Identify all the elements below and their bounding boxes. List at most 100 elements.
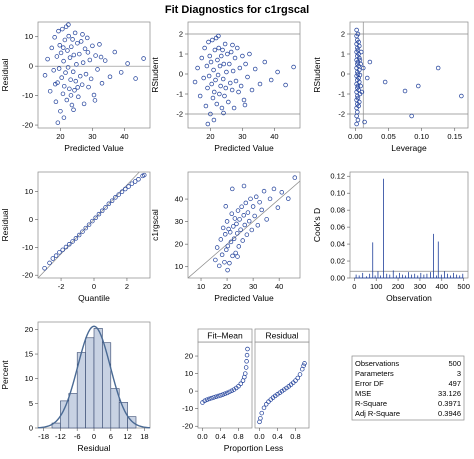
resid-vs-pred-point	[80, 32, 85, 37]
resid-vs-pred-point	[71, 52, 77, 58]
rstudent-vs-pred-point	[210, 37, 215, 43]
fit-mean-residual-ytick-label: 10	[185, 369, 193, 378]
rstudent-vs-pred-point	[215, 57, 220, 63]
resid-histogram-ylabel: Percent	[0, 360, 10, 390]
fit-mean-residual-point	[244, 359, 249, 364]
rstudent-vs-leverage-ytick-label: 0	[341, 70, 345, 79]
rstudent-vs-leverage-xtick-label: 0.05	[381, 132, 396, 141]
rstudent-vs-leverage-point	[367, 59, 373, 65]
observed-vs-pred-point	[245, 210, 251, 215]
rstudent-vs-pred-point	[205, 121, 211, 127]
observed-vs-pred-point	[234, 221, 239, 227]
rstudent-vs-leverage-xlabel: Leverage	[391, 143, 427, 153]
fit-mean-residual-panel-label: Fit–Mean	[207, 331, 243, 341]
rstudent-vs-pred-point	[212, 47, 218, 53]
rstudent-vs-pred-point	[211, 89, 217, 95]
qq-residual-point	[86, 222, 92, 227]
fit-statistics-table: Observations 500 Parameters 3 Error DF 497 MSE…	[351, 355, 465, 421]
qq-residual-point	[116, 192, 121, 197]
resid-vs-pred-point	[67, 86, 72, 92]
resid-vs-pred-point	[112, 49, 118, 55]
rstudent-vs-pred-point	[257, 81, 263, 87]
observed-vs-pred-ytick-label: 10	[175, 262, 183, 271]
observed-vs-pred-xtick-label: 10	[197, 282, 205, 291]
qq-residual-point	[42, 265, 47, 271]
resid-vs-pred-point	[141, 56, 146, 61]
observed-vs-pred-point	[246, 218, 252, 224]
cooks-d-ytick-label: 0.02	[330, 257, 345, 266]
resid-vs-pred-point	[69, 102, 75, 108]
rstudent-vs-pred-xtick-label: 40	[270, 132, 278, 141]
resid-vs-pred-point	[81, 101, 87, 107]
resid-histogram-bar	[102, 342, 112, 429]
resid-vs-pred-point	[70, 37, 75, 42]
rstudent-vs-leverage-xtick-label: 0.10	[414, 132, 429, 141]
rstudent-vs-pred-point	[228, 49, 234, 55]
qq-residual-point	[129, 181, 135, 186]
resid-vs-pred-point	[63, 24, 69, 29]
rstudent-vs-pred-point	[211, 117, 217, 123]
fit-mean-residual-point	[204, 397, 210, 402]
qq-residual-point	[83, 225, 89, 231]
resid-vs-pred-xtick-label: 20	[56, 132, 64, 141]
observed-vs-pred-point	[249, 227, 255, 233]
rstudent-vs-pred-xtick-label: 20	[206, 132, 214, 141]
observed-vs-pred-point	[261, 188, 267, 194]
resid-vs-pred-point	[52, 35, 57, 40]
resid-vs-pred-ytick-label: -20	[22, 121, 33, 130]
observed-vs-pred-point	[222, 231, 228, 237]
fit-mean-residual-point	[243, 371, 248, 376]
observed-vs-pred-point	[244, 232, 250, 237]
fit-table-value: 0.3946	[438, 409, 461, 418]
resid-vs-pred-point	[61, 45, 66, 50]
resid-vs-pred-point	[63, 70, 68, 75]
qq-residual-ytick-label: 10	[25, 187, 33, 196]
observed-vs-pred-point	[252, 213, 257, 219]
observed-vs-pred-point	[236, 244, 242, 249]
resid-vs-pred-point	[75, 40, 80, 46]
resid-vs-pred-point	[61, 83, 67, 89]
rstudent-vs-pred-point	[195, 65, 200, 71]
rstudent-vs-pred-point	[205, 85, 210, 91]
fit-mean-residual-panel-header	[197, 328, 253, 343]
resid-vs-pred-point	[65, 65, 71, 70]
rstudent-vs-pred-point	[211, 67, 216, 73]
observed-vs-pred-point	[224, 219, 230, 224]
resid-vs-pred-point	[66, 22, 71, 27]
resid-vs-pred-point	[95, 67, 100, 72]
rstudent-vs-pred-point	[247, 51, 252, 57]
observed-vs-pred-ytick-label: 20	[175, 240, 183, 249]
cooks-d-xlabel: Observation	[386, 293, 432, 303]
resid-vs-pred-point	[69, 44, 74, 49]
observed-vs-pred-point	[241, 213, 246, 218]
resid-histogram-bar	[68, 393, 78, 429]
observed-vs-pred-xtick-label: 40	[275, 282, 283, 291]
observed-vs-pred-point	[225, 267, 230, 273]
observed-vs-pred-point	[225, 243, 231, 249]
qq-residual-point	[109, 198, 115, 203]
rstudent-vs-pred-point	[221, 110, 226, 116]
qq-residual-xtick-label: -2	[58, 282, 65, 291]
fit-table-label: Parameters	[355, 369, 394, 378]
rstudent-vs-leverage-point	[358, 83, 363, 89]
rstudent-vs-pred-point	[197, 93, 203, 99]
observed-vs-pred-point	[235, 208, 241, 213]
qq-residual-xtick-label: 2	[125, 282, 129, 291]
rstudent-vs-pred-point	[230, 42, 235, 48]
fit-mean-residual-point	[258, 416, 263, 421]
resid-vs-pred-point	[73, 78, 79, 84]
resid-vs-pred-ytick-label: -10	[22, 91, 33, 100]
rstudent-vs-pred-point	[218, 83, 223, 89]
observed-vs-pred-point	[231, 224, 236, 229]
fit-mean-residual-point	[301, 363, 306, 368]
rstudent-vs-pred-point	[262, 59, 268, 65]
rstudent-vs-leverage-ytick-label: -2	[338, 110, 345, 119]
rstudent-vs-leverage-point	[409, 113, 414, 119]
qq-residual-reference-line	[38, 172, 140, 278]
resid-vs-pred-point	[78, 39, 84, 44]
resid-histogram-bar	[127, 416, 137, 429]
rstudent-vs-pred-point	[217, 91, 222, 97]
rstudent-vs-pred-point	[232, 55, 238, 61]
fit-table-value: 500	[448, 359, 461, 368]
